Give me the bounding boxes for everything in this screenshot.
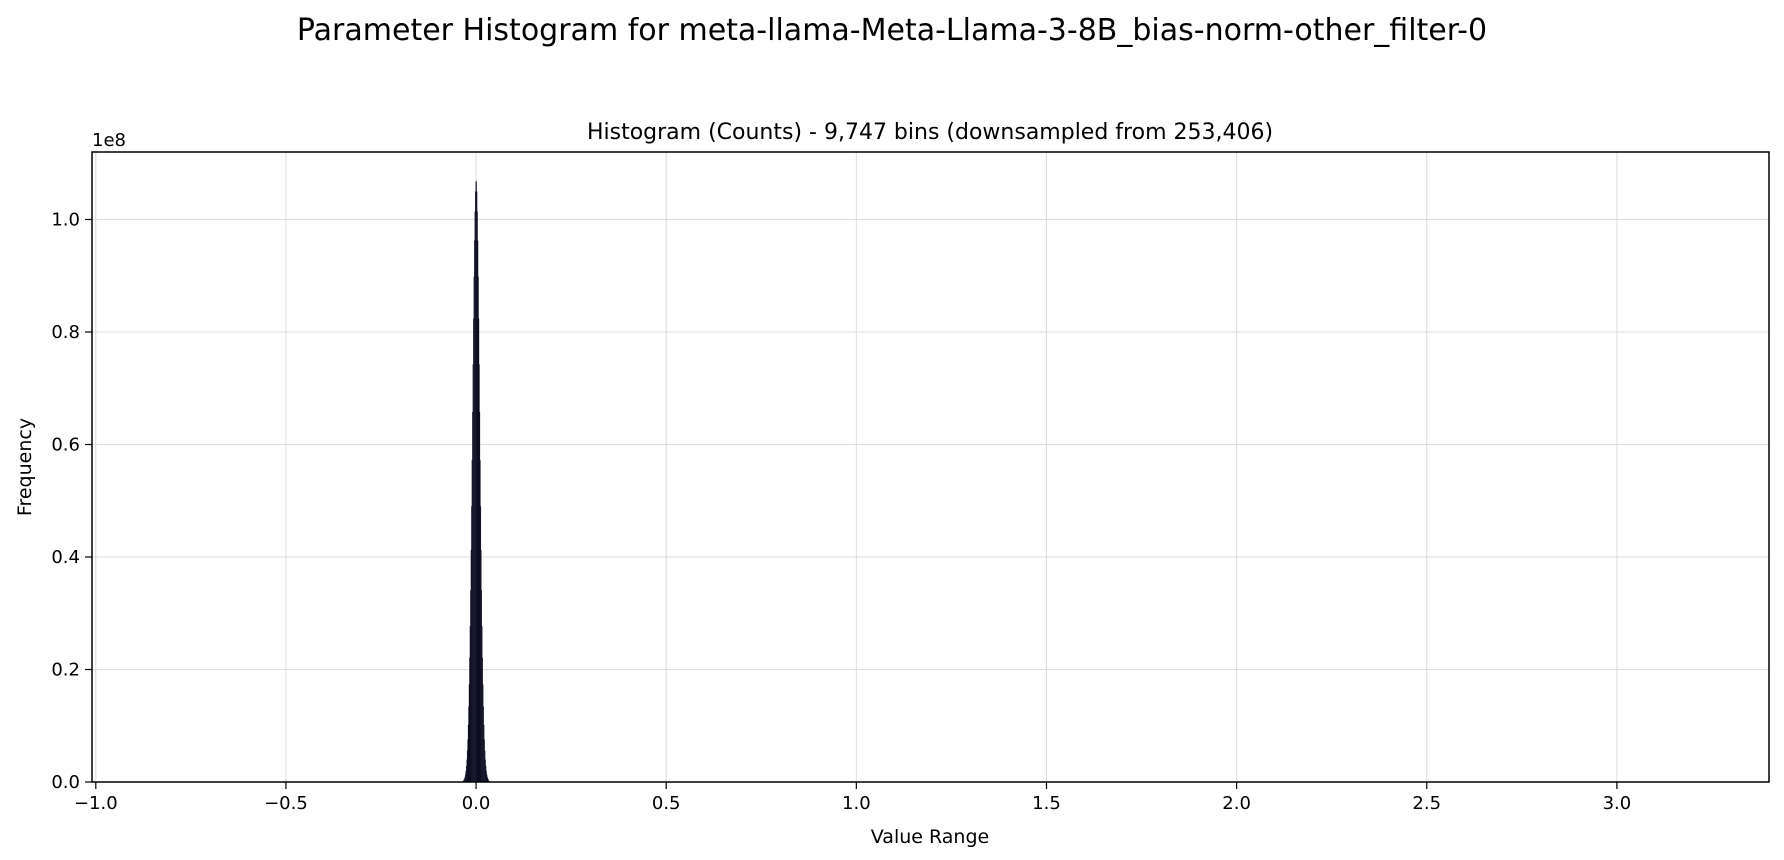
x-axis-ticks: −1.0 −0.5 0.0 0.5 1.0 1.5 2.0 2.5 3.0 — [74, 782, 1631, 814]
figure-suptitle: Parameter Histogram for meta-llama-Meta-… — [297, 13, 1487, 48]
x-tick-label: 1.0 — [842, 793, 871, 814]
y-tick-label: 0.8 — [51, 322, 80, 343]
y-tick-label: 0.2 — [51, 660, 80, 681]
y-tick-label: 0.6 — [51, 435, 80, 456]
axes-title: Histogram (Counts) - 9,747 bins (downsam… — [587, 120, 1273, 145]
y-tick-label: 0.0 — [51, 772, 80, 793]
x-tick-label: 3.0 — [1603, 793, 1632, 814]
y-axis-offset-label: 1e8 — [92, 130, 126, 151]
x-tick-label: −1.0 — [74, 793, 118, 814]
y-axis-label: Frequency — [14, 418, 36, 516]
y-axis-ticks: 0.0 0.2 0.4 0.6 0.8 1.0 — [51, 210, 92, 793]
y-tick-label: 1.0 — [51, 210, 80, 231]
x-axis-label: Value Range — [871, 826, 989, 848]
y-tick-label: 0.4 — [51, 547, 80, 568]
histogram-bars — [456, 181, 496, 783]
grid-lines — [92, 152, 1769, 783]
x-tick-label: 0.0 — [462, 793, 491, 814]
x-tick-label: 2.5 — [1412, 793, 1441, 814]
x-tick-label: 2.0 — [1222, 793, 1251, 814]
x-tick-label: 1.5 — [1032, 793, 1061, 814]
x-tick-label: 0.5 — [652, 793, 681, 814]
plot-frame — [91, 151, 1770, 783]
x-tick-label: −0.5 — [264, 793, 308, 814]
